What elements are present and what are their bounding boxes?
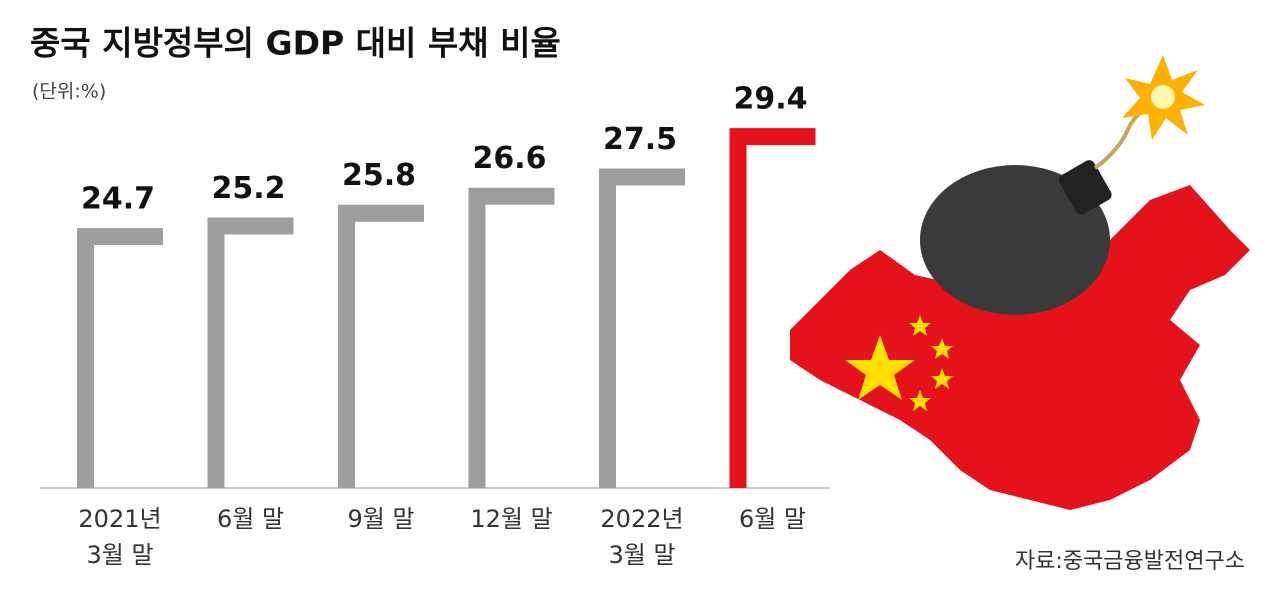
value-label: 26.6 bbox=[472, 141, 546, 176]
star bbox=[909, 390, 931, 411]
subtitle: (단위:%) bbox=[32, 81, 106, 103]
x-tick-label: 2022년 bbox=[600, 505, 683, 533]
source: 자료:중국금융발전연구소 bbox=[1015, 549, 1245, 574]
value-label: 25.8 bbox=[342, 158, 416, 193]
x-tick-label: 3월 말 bbox=[608, 541, 675, 569]
x-tick-label: 3월 말 bbox=[86, 541, 153, 569]
x-tick-label: 12월 말 bbox=[470, 505, 552, 533]
chart-title: 중국 지방정부의 GDP 대비 부채 비율 bbox=[30, 24, 561, 63]
x-tick-label: 6월 말 bbox=[739, 505, 806, 533]
star bbox=[931, 368, 953, 389]
star bbox=[909, 315, 931, 336]
value-label: 27.5 bbox=[603, 122, 677, 157]
spark-core bbox=[1151, 85, 1175, 109]
bar bbox=[468, 187, 555, 488]
value-label: 29.4 bbox=[733, 82, 807, 117]
map-china bbox=[790, 185, 1250, 510]
illustration bbox=[790, 55, 1250, 510]
star bbox=[845, 335, 915, 400]
star bbox=[931, 338, 953, 359]
x-tick-label: 9월 말 bbox=[347, 505, 414, 533]
bomb bbox=[920, 165, 1110, 315]
x-tick-label: 6월 말 bbox=[217, 505, 284, 533]
bar bbox=[207, 217, 294, 488]
bar bbox=[338, 204, 424, 488]
bomb-cap bbox=[1058, 160, 1112, 215]
value-label: 24.7 bbox=[81, 182, 155, 217]
x-tick-label: 2021년 bbox=[78, 505, 161, 533]
bar bbox=[599, 168, 685, 489]
bar bbox=[77, 228, 163, 488]
bar bbox=[729, 128, 816, 488]
value-label: 25.2 bbox=[211, 171, 285, 206]
